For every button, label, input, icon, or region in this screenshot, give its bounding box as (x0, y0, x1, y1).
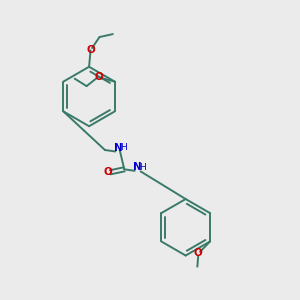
Text: O: O (194, 248, 203, 258)
Text: H: H (139, 163, 146, 172)
Text: O: O (103, 167, 112, 177)
Text: O: O (86, 45, 95, 56)
Text: H: H (120, 143, 127, 152)
Text: O: O (94, 72, 103, 82)
Text: N: N (114, 143, 123, 153)
Text: N: N (133, 162, 142, 172)
